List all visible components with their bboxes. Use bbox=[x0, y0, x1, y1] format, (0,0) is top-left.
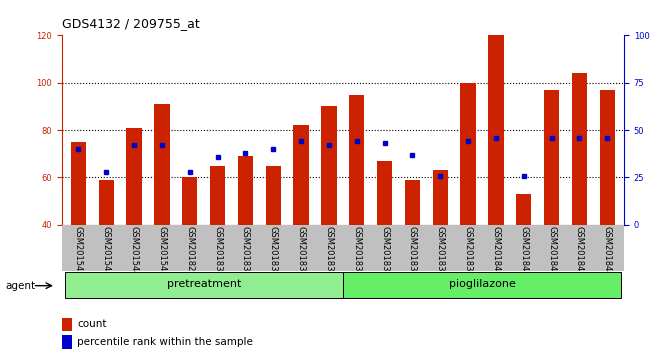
Text: GSM201843: GSM201843 bbox=[575, 226, 584, 277]
Bar bbox=[433, 170, 448, 225]
Bar bbox=[460, 83, 476, 225]
Text: GSM201544: GSM201544 bbox=[129, 226, 138, 277]
Bar bbox=[488, 35, 504, 225]
Text: GSM201834: GSM201834 bbox=[324, 226, 333, 277]
Bar bbox=[516, 194, 532, 225]
Bar bbox=[71, 142, 86, 225]
Bar bbox=[321, 107, 337, 225]
Bar bbox=[293, 125, 309, 225]
Text: GSM201831: GSM201831 bbox=[241, 226, 250, 277]
Bar bbox=[62, 318, 72, 331]
Text: GSM201840: GSM201840 bbox=[491, 226, 500, 277]
Text: GSM201842: GSM201842 bbox=[547, 226, 556, 277]
Text: GSM201830: GSM201830 bbox=[213, 226, 222, 277]
Text: agent: agent bbox=[5, 281, 35, 291]
Bar bbox=[377, 161, 393, 225]
Bar bbox=[572, 73, 587, 225]
Text: GDS4132 / 209755_at: GDS4132 / 209755_at bbox=[62, 17, 200, 30]
Bar bbox=[343, 272, 621, 298]
Bar bbox=[210, 166, 226, 225]
Text: pioglilazone: pioglilazone bbox=[448, 279, 515, 290]
Text: GSM201543: GSM201543 bbox=[102, 226, 110, 277]
Bar bbox=[349, 95, 365, 225]
Text: GSM201844: GSM201844 bbox=[603, 226, 612, 277]
Text: GSM201837: GSM201837 bbox=[408, 226, 417, 277]
Text: GSM201838: GSM201838 bbox=[436, 226, 445, 277]
Bar bbox=[238, 156, 253, 225]
Bar bbox=[266, 166, 281, 225]
Bar bbox=[544, 90, 559, 225]
Text: GSM201832: GSM201832 bbox=[269, 226, 278, 277]
Text: GSM201545: GSM201545 bbox=[157, 226, 166, 277]
Text: percentile rank within the sample: percentile rank within the sample bbox=[77, 337, 254, 347]
Text: GSM201835: GSM201835 bbox=[352, 226, 361, 277]
Text: GSM201833: GSM201833 bbox=[296, 226, 306, 277]
Text: GSM201839: GSM201839 bbox=[463, 226, 473, 277]
Text: count: count bbox=[77, 319, 107, 329]
Bar bbox=[127, 128, 142, 225]
Bar bbox=[405, 180, 420, 225]
Bar bbox=[154, 104, 170, 225]
Bar bbox=[62, 335, 72, 349]
Text: GSM201841: GSM201841 bbox=[519, 226, 528, 277]
Bar bbox=[600, 90, 615, 225]
Bar bbox=[182, 177, 198, 225]
Bar bbox=[64, 272, 343, 298]
Text: GSM201542: GSM201542 bbox=[74, 226, 83, 277]
Text: GSM201836: GSM201836 bbox=[380, 226, 389, 277]
Text: GSM201829: GSM201829 bbox=[185, 226, 194, 277]
Text: pretreatment: pretreatment bbox=[166, 279, 241, 290]
Bar bbox=[99, 180, 114, 225]
